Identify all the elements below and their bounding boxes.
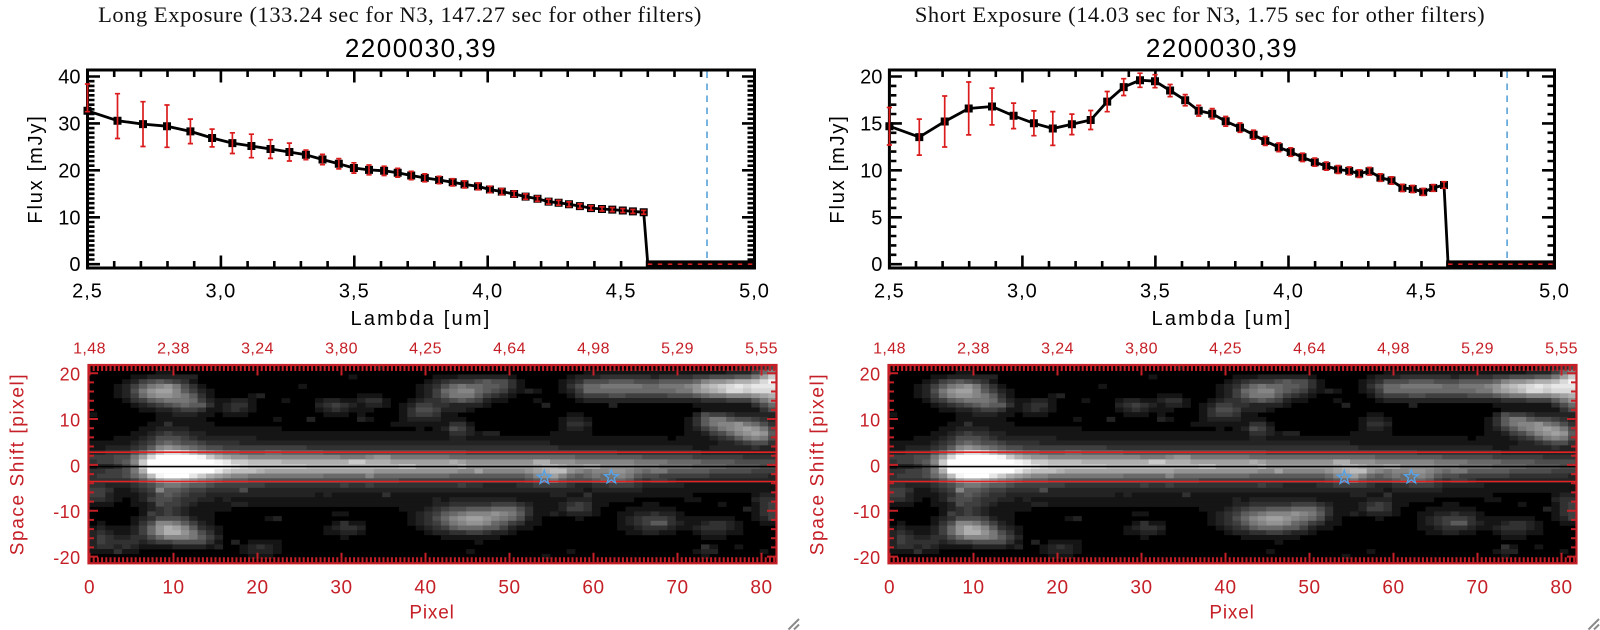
svg-text:4,0: 4,0 [1273,281,1304,303]
svg-text:4,0: 4,0 [472,281,503,303]
svg-text:20: 20 [860,67,882,89]
svg-text:10: 10 [58,207,80,229]
svg-text:Lambda [um]: Lambda [um] [1152,308,1293,330]
svg-text:Long Exposure (133.24 sec for: Long Exposure (133.24 sec for N3, 147.27… [98,2,702,27]
svg-text:Short Exposure (14.03 sec for: Short Exposure (14.03 sec for N3, 1.75 s… [915,2,1485,27]
svg-text:Flux [mJy]: Flux [mJy] [827,114,849,223]
svg-text:5,0: 5,0 [1539,281,1570,303]
svg-text:5: 5 [871,207,882,229]
svg-text:3,5: 3,5 [1140,281,1171,303]
svg-text:20: 20 [58,160,80,182]
svg-text:0: 0 [69,254,80,276]
svg-text:3,0: 3,0 [1007,281,1038,303]
svg-text:2,5: 2,5 [72,281,103,303]
svg-text:2200030,39: 2200030,39 [1146,33,1298,63]
svg-text:4,5: 4,5 [1406,281,1437,303]
svg-text:Lambda [um]: Lambda [um] [351,308,492,330]
svg-text:2200030,39: 2200030,39 [345,33,497,63]
svg-text:0: 0 [871,254,882,276]
svg-text:15: 15 [860,113,882,135]
svg-text:30: 30 [58,113,80,135]
svg-text:3,5: 3,5 [339,281,370,303]
svg-text:Flux [mJy]: Flux [mJy] [25,114,47,223]
svg-text:40: 40 [58,67,80,89]
svg-text:2,5: 2,5 [874,281,905,303]
svg-text:10: 10 [860,160,882,182]
svg-text:4,5: 4,5 [606,281,637,303]
svg-text:3,0: 3,0 [205,281,236,303]
svg-text:5,0: 5,0 [739,281,770,303]
